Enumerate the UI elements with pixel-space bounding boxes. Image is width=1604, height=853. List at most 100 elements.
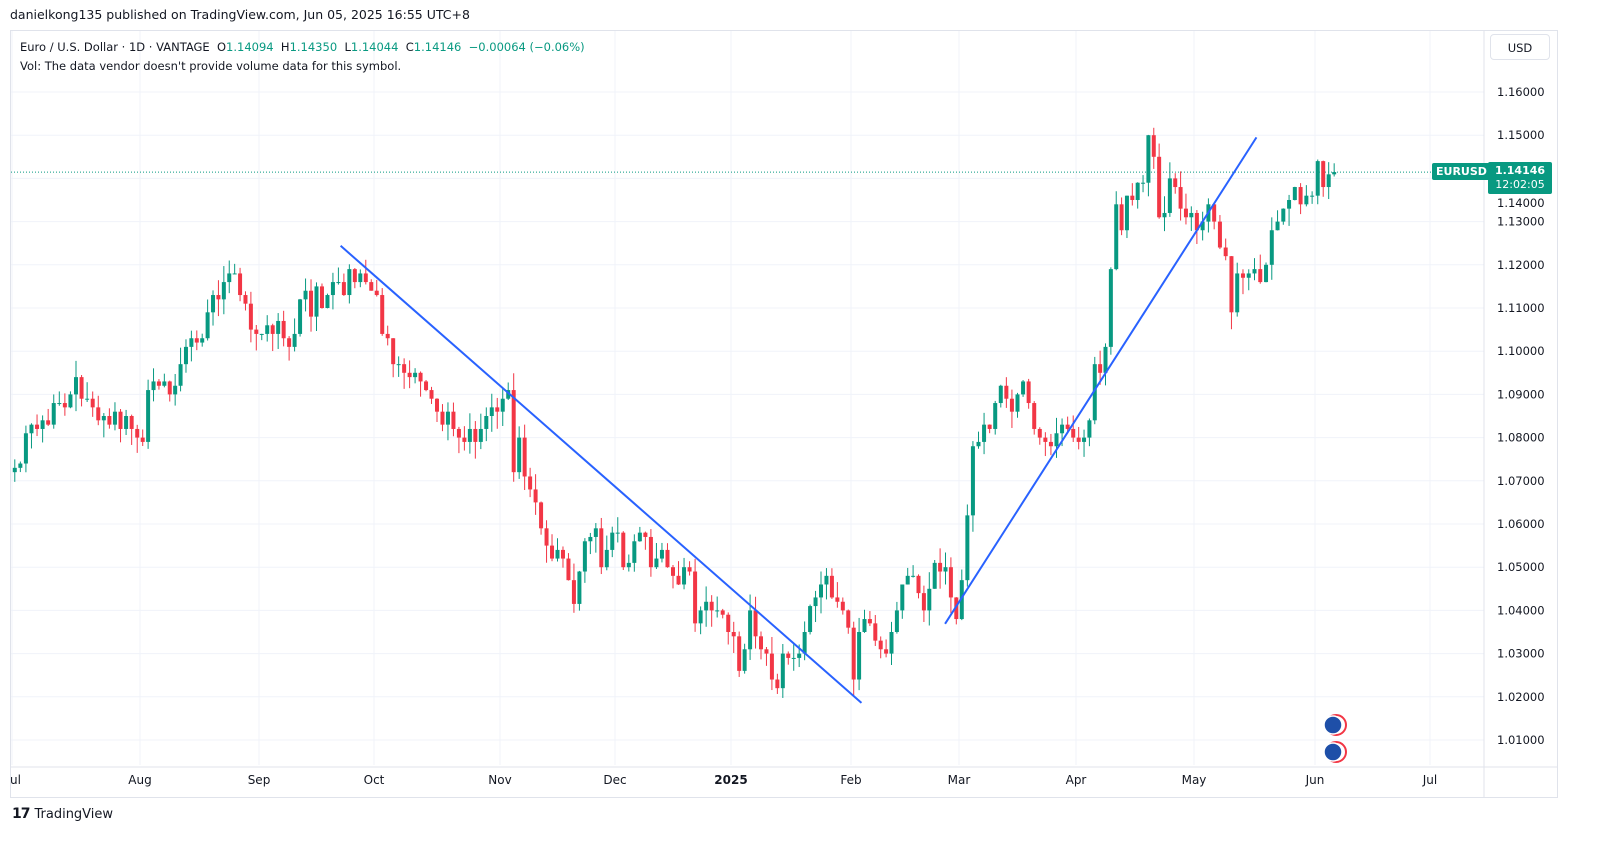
candle-body (1304, 195, 1309, 205)
x-tick-label: May (1182, 773, 1207, 787)
candle-body (1098, 364, 1103, 373)
candle-body (90, 398, 95, 408)
candle-body (938, 562, 943, 572)
candle-body (808, 606, 813, 632)
candle-body (330, 282, 335, 296)
candle-body (900, 584, 905, 611)
candle-body (380, 295, 385, 334)
candle-body (248, 303, 253, 330)
candle-body (46, 420, 51, 425)
bar-countdown: 12:02:05 (1495, 178, 1545, 191)
symbol-price-tag: EURUSD (1432, 163, 1491, 180)
candle-body (462, 437, 467, 442)
candle-body (391, 338, 396, 365)
candle-body (1071, 428, 1076, 438)
eu-flag-icon (1323, 715, 1343, 735)
candle-body (489, 407, 494, 416)
change-value: −0.00064 (−0.06%) (468, 40, 585, 54)
candle-body (954, 597, 959, 620)
candle-body (336, 282, 341, 284)
candle-body (643, 532, 648, 537)
candle-body (1004, 385, 1009, 399)
x-tick-label: Sep (248, 773, 271, 787)
candle-body (544, 528, 549, 546)
y-tick-label: 1.12000 (1497, 258, 1545, 272)
x-tick-label: Feb (840, 773, 861, 787)
candle-body (726, 614, 731, 632)
candle-body (1298, 187, 1303, 205)
candle-body (921, 593, 926, 611)
candle-body (12, 467, 17, 473)
footer-brand[interactable]: 𝟭𝟳 TradingView (12, 806, 113, 822)
candle-body (599, 528, 604, 568)
candle-body (987, 424, 992, 429)
candle-body (40, 420, 45, 429)
candle-body (418, 372, 423, 382)
candle-body (402, 364, 407, 373)
brand-name: TradingView (34, 806, 114, 822)
candle-body (965, 515, 970, 581)
candle-body (374, 290, 379, 296)
candle-body (287, 338, 292, 347)
candle-body (1021, 381, 1026, 395)
candle-body (1119, 204, 1124, 231)
candle-body (451, 411, 456, 429)
x-tick-label: 2025 (714, 773, 747, 787)
y-tick-label: 1.09000 (1497, 387, 1545, 401)
candle-body (539, 502, 544, 529)
candle-body (112, 411, 117, 425)
candle-body (1032, 403, 1037, 429)
candle-body (140, 437, 145, 442)
candle-body (456, 428, 461, 438)
candle-body (18, 463, 23, 468)
candle-body (998, 385, 1003, 404)
candle-body (68, 394, 73, 408)
high-value: 1.14350 (289, 40, 338, 54)
candle-body (259, 333, 264, 335)
candle-body (1037, 428, 1042, 438)
candle-body (1292, 187, 1297, 200)
candle-body (1103, 346, 1108, 373)
x-tick-label: Dec (603, 773, 626, 787)
published-info: danielkong135 published on TradingView.c… (10, 7, 470, 22)
chart-frame[interactable] (10, 30, 1558, 798)
candle-body (764, 649, 769, 654)
candle-body (129, 416, 134, 429)
candle-body (786, 653, 791, 658)
candle-body (79, 377, 84, 399)
candle-body (511, 390, 516, 473)
candle-body (1015, 394, 1020, 412)
candle-body (682, 567, 687, 585)
y-tick-label: 1.11000 (1497, 301, 1545, 315)
candle-body (303, 290, 308, 300)
candle-body (1194, 212, 1199, 231)
y-tick-label: 1.07000 (1497, 474, 1545, 488)
candle-body (435, 398, 439, 412)
candle-body (1321, 161, 1326, 188)
candle-body (884, 649, 889, 654)
candle-body (205, 312, 210, 339)
candle-body (1162, 212, 1167, 218)
candle-body (1157, 156, 1162, 218)
candle-body (178, 364, 183, 386)
candle-body (1212, 204, 1217, 222)
symbol-title[interactable]: Euro / U.S. Dollar · 1D · VANTAGE (20, 40, 210, 54)
candle-body (1076, 437, 1081, 442)
candle-body (835, 597, 840, 602)
candle-body (571, 580, 576, 604)
candle-body (238, 273, 243, 296)
candle-body (162, 381, 167, 386)
x-tick-label: ul (10, 773, 21, 787)
symbol-legend: Euro / U.S. Dollar · 1D · VANTAGE O1.140… (20, 38, 585, 76)
candle-body (1269, 230, 1274, 265)
currency-button[interactable]: USD (1490, 34, 1550, 60)
candle-body (254, 329, 259, 334)
candle-body (23, 433, 28, 464)
candle-body (1009, 398, 1014, 412)
candle-body (1217, 221, 1222, 248)
candle-body (775, 679, 780, 689)
candle-body (905, 575, 910, 585)
candle-body (1183, 208, 1188, 218)
candle-body (1310, 195, 1315, 197)
